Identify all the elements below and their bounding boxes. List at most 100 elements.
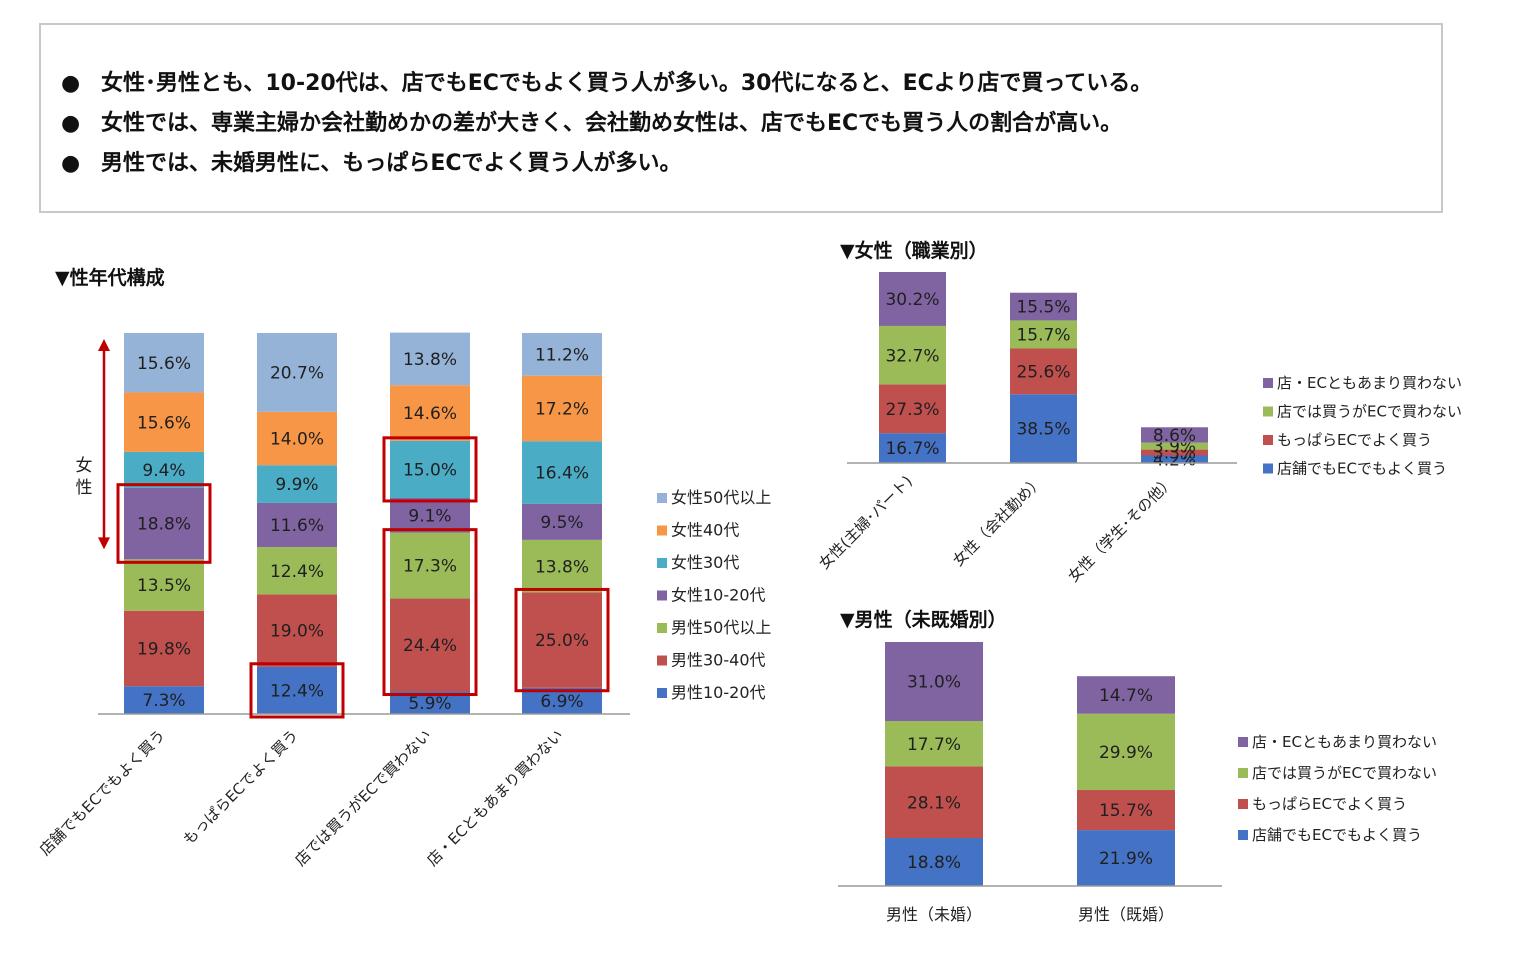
bar-segment (879, 384, 946, 434)
bar-segment (1010, 394, 1077, 463)
legend-swatch (1263, 406, 1273, 417)
bar-segment (885, 721, 983, 767)
bar-segment (522, 441, 602, 504)
bar-segment (257, 333, 337, 412)
legend-label: 女性30代 (671, 553, 739, 572)
bar-segment (257, 465, 337, 503)
bar-segment (1077, 713, 1175, 791)
data-label: 31.0% (907, 673, 961, 693)
legend-swatch (1238, 768, 1248, 778)
data-label: 25.0% (535, 631, 589, 651)
legend-label: もっぱらECでよく買う (1277, 431, 1432, 449)
data-label: 38.5% (1016, 420, 1070, 440)
bar-segment (390, 440, 470, 498)
bar-segment (124, 333, 204, 393)
bar-segment (124, 451, 204, 488)
data-label: 16.7% (885, 439, 939, 459)
data-label: 17.3% (403, 557, 457, 577)
data-label: 9.5% (540, 513, 583, 533)
summary-bullet-text-3: 男性では、未婚男性に、もっぱらECでよく買う人が多い。 (101, 151, 682, 176)
legend-label: 店舗でもECでもよく買う (1252, 826, 1422, 844)
bar-segment (879, 325, 946, 385)
data-label: 12.4% (270, 562, 324, 582)
bar-segment (522, 375, 602, 442)
legend-label: 男性30-40代 (671, 651, 766, 670)
legend-swatch (657, 590, 667, 601)
bullet-icon: ● (61, 151, 81, 176)
bar-segment (1141, 427, 1208, 443)
highlight-box (382, 528, 478, 697)
legend-swatch (1238, 830, 1248, 840)
legend-swatch (1238, 799, 1248, 809)
data-label: 5.9% (408, 694, 451, 714)
chart-0: ▼性年代構成 7.3% 19.8% 13.5% 18.8% 9.4% 15.6% 15.6% 店… (36, 266, 771, 870)
legend-label: 男性10-20代 (671, 683, 766, 702)
data-label: 11.2% (535, 345, 589, 365)
bar-segment (1141, 442, 1208, 450)
bullet-icon: ● (61, 71, 81, 96)
arrow-up-icon (98, 339, 110, 351)
chart-2: ▼男性（未既婚別） 18.8% 28.1% 17.7% 31.0% 男性（未婚） 21.9%… (838, 608, 1437, 924)
bar-segment (257, 547, 337, 595)
bar-segment (1010, 320, 1077, 349)
bar-segment (1077, 676, 1175, 714)
bar-segment (257, 502, 337, 548)
bar-segment (390, 497, 470, 533)
data-label: 15.6% (137, 354, 191, 374)
legend-label: 店・ECともあまり買わない (1252, 733, 1437, 751)
data-label: 30.2% (885, 290, 939, 310)
legend-swatch (657, 623, 667, 633)
legend-label: 店・ECともあまり買わない (1277, 374, 1462, 392)
summary-bullet-3: ● 男性では、未婚男性に、もっぱらECでよく買う人が多い。 (61, 145, 682, 177)
highlight-box (514, 587, 610, 693)
bar-segment (1077, 790, 1175, 831)
highlight-box (382, 436, 478, 503)
category-label: 女性（会社勤め） (949, 472, 1047, 570)
chart-title: ▼性年代構成 (55, 266, 165, 289)
chart-1: ▼女性（職業別） 16.7% 27.3% 32.7% 30.2% 女性(主婦･パート) 38… (815, 239, 1462, 586)
bar-segment (124, 392, 204, 452)
bar-segment (879, 272, 946, 326)
data-label: 17.2% (535, 400, 589, 420)
data-label: 17.7% (907, 735, 961, 755)
data-label: 15.7% (1099, 801, 1153, 821)
bar-segment (390, 332, 470, 386)
data-label: 15.6% (137, 413, 191, 433)
bar-segment (522, 592, 602, 688)
bar-segment (522, 503, 602, 540)
summary-bullet-1: ● 女性･男性とも、10-20代は、店でもECでもよく買う人が多い。30代になると… (61, 65, 1152, 97)
data-label: 15.0% (403, 461, 457, 481)
data-label: 18.8% (907, 853, 961, 873)
bar-segment (1141, 455, 1208, 463)
bar-segment (257, 666, 337, 714)
legend-swatch (657, 493, 667, 503)
highlight-box (249, 662, 345, 719)
data-label: 15.5% (1016, 298, 1070, 318)
summary-bullet-2: ● 女性では、専業主婦か会社勤めかの差が大きく、会社勤め女性は、店でもECでも買う… (61, 105, 1122, 137)
legend-label: 女性50代以上 (671, 488, 771, 507)
summary-bullet-text-2: 女性では、専業主婦か会社勤めかの差が大きく、会社勤め女性は、店でもECでも買う人… (101, 111, 1123, 136)
legend-label: 男性50代以上 (671, 618, 771, 637)
data-label: 11.6% (270, 516, 324, 536)
legend-swatch (657, 525, 667, 536)
data-label: 14.7% (1099, 686, 1153, 706)
category-label: 店では買うがECで買わない (291, 726, 435, 870)
legend-label: 店では買うがECで買わない (1252, 764, 1437, 782)
bar-segment (1010, 348, 1077, 395)
data-label: 19.0% (270, 622, 324, 642)
bar-segment (257, 594, 337, 667)
category-label: 男性（未婚） (886, 905, 982, 924)
data-label: 16.4% (535, 464, 589, 484)
side-label: 性 (76, 478, 93, 498)
summary-bullet-text-1: 女性･男性とも、10-20代は、店でもECでもよく買う人が多い。30代になると、… (101, 71, 1153, 96)
legend-swatch (1263, 463, 1273, 474)
data-label: 25.6% (1016, 362, 1070, 382)
legend-swatch (657, 558, 667, 568)
data-label: 9.9% (275, 475, 318, 495)
arrow-down-icon (98, 537, 110, 550)
legend-swatch (657, 655, 667, 666)
data-label: 28.1% (907, 793, 961, 813)
data-label: 27.3% (885, 400, 939, 420)
legend-swatch (1238, 737, 1248, 747)
